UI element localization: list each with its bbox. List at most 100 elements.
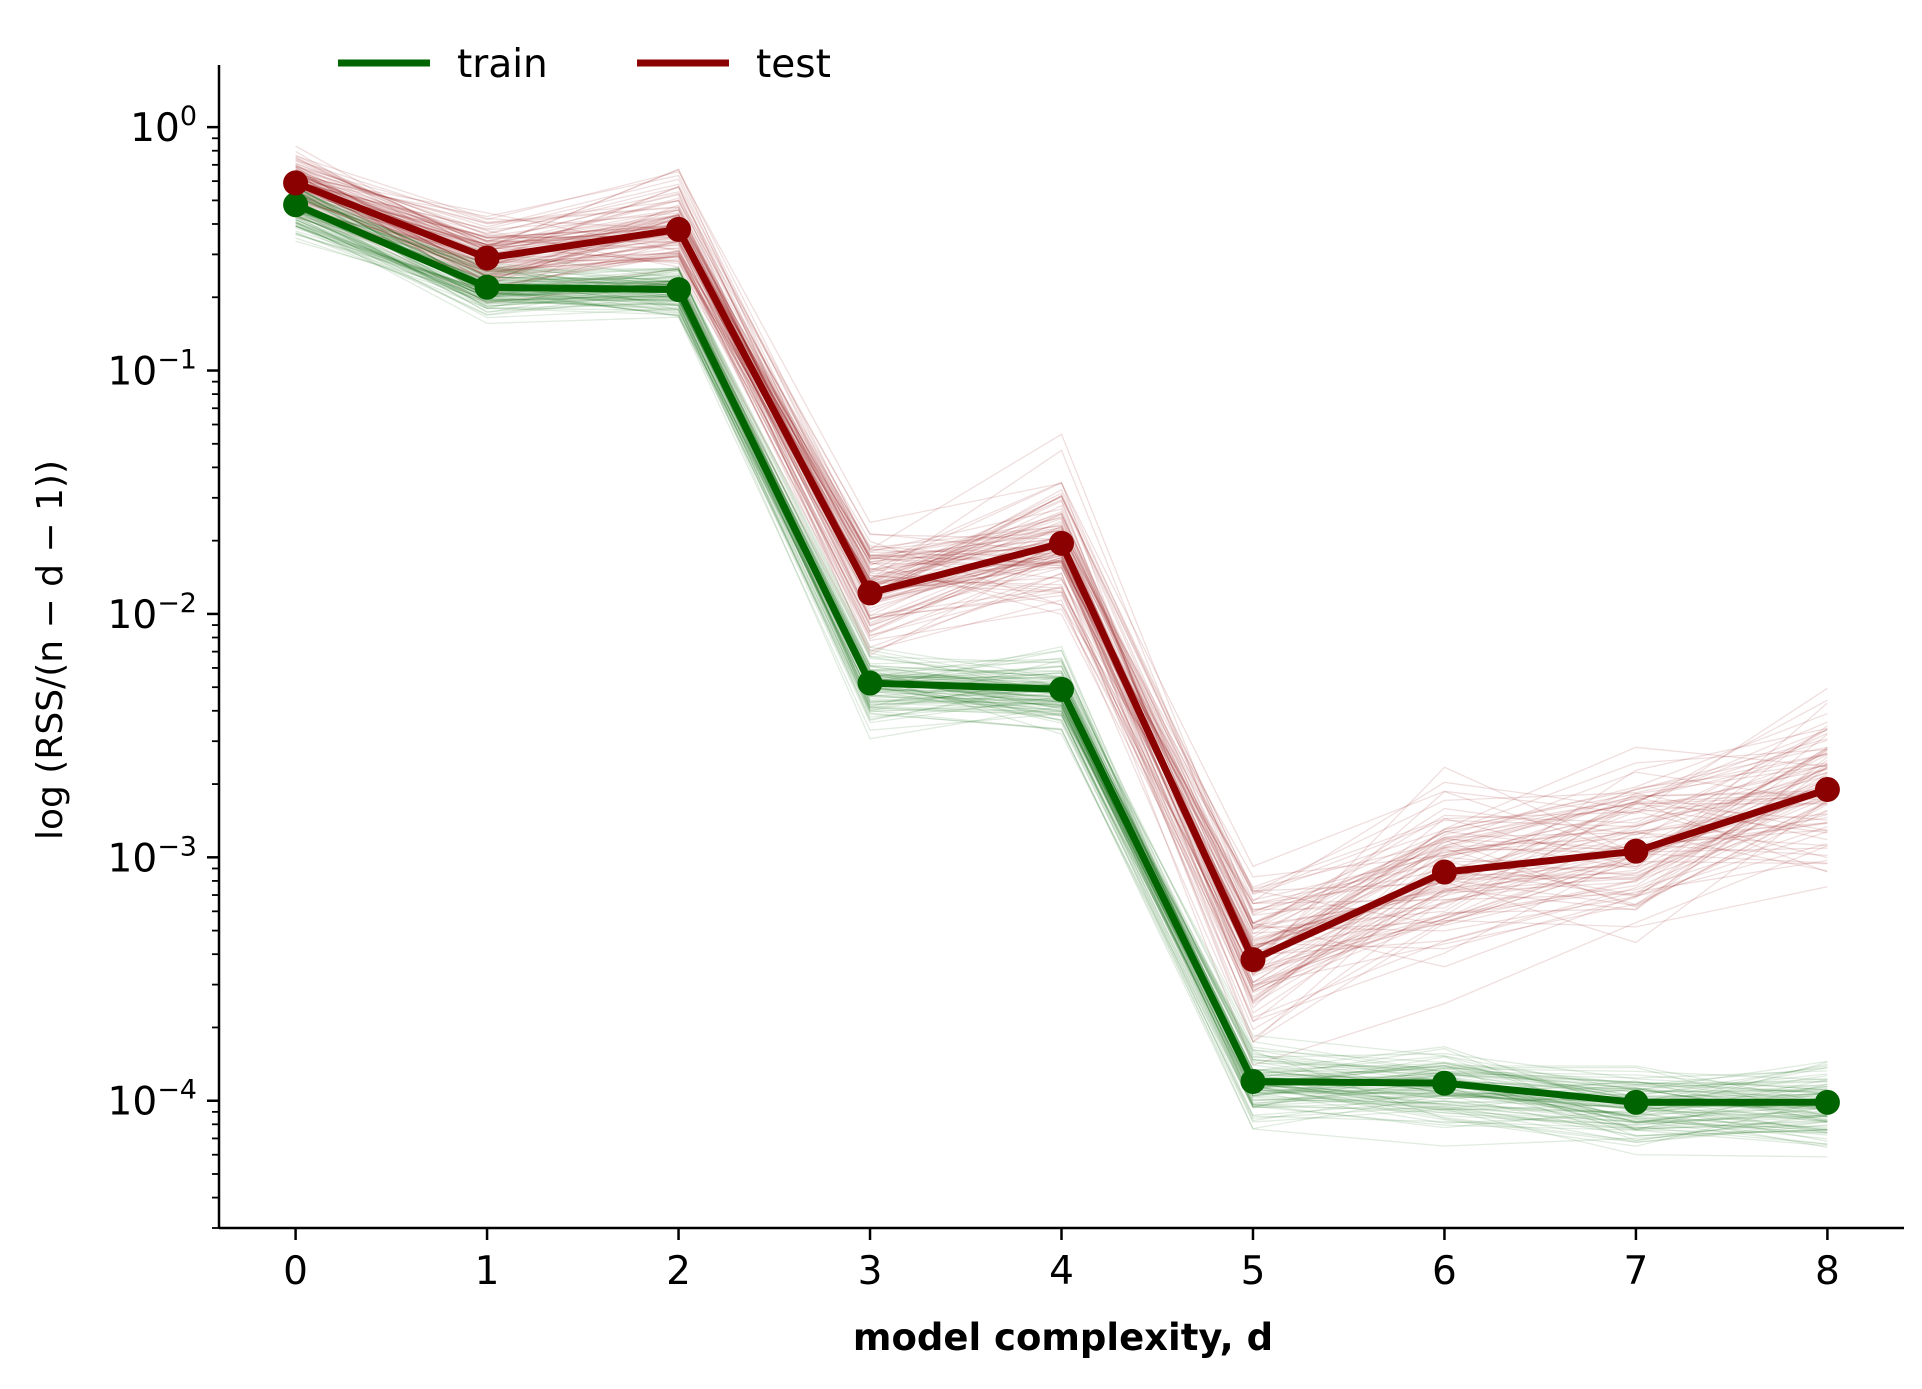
bootstrap-trace-train: [295, 187, 1828, 1110]
bootstrap-trace-train: [295, 214, 1828, 1114]
x-tick-label: 4: [1049, 1249, 1074, 1294]
data-point-test: [1814, 776, 1840, 802]
x-tick-label: 8: [1815, 1249, 1840, 1294]
bootstrap-trace-train: [295, 222, 1828, 1123]
bootstrap-trace-train: [295, 199, 1828, 1109]
bootstrap-trace-train: [295, 196, 1828, 1091]
bootstrap-trace-test: [295, 166, 1828, 929]
data-point-test: [283, 170, 309, 196]
bootstrap-trace-test: [295, 184, 1828, 968]
bootstrap-trace-test: [295, 182, 1828, 916]
legend-label-test: test: [756, 42, 831, 87]
data-point-test: [1049, 530, 1074, 556]
bootstrap-trace-test: [295, 198, 1828, 905]
x-tick-label: 2: [666, 1249, 691, 1294]
bootstrap-trace-test: [295, 172, 1828, 890]
bootstrap-trace-test: [295, 174, 1828, 947]
bootstrap-trace-train: [295, 214, 1828, 1101]
bootstrap-trace-train: [295, 204, 1828, 1093]
bootstrap-trace-train: [295, 219, 1828, 1123]
bootstrap-trace-train: [295, 206, 1828, 1131]
bootstrap-trace-train: [295, 210, 1828, 1119]
bootstrap-trace-train: [295, 208, 1828, 1099]
bootstrap-trace-train: [295, 212, 1828, 1095]
bootstrap-trace-test: [295, 197, 1828, 974]
bootstrap-trace-test: [295, 182, 1828, 930]
bootstrap-trace-train: [295, 209, 1828, 1144]
bootstrap-trace-train: [295, 233, 1828, 1129]
bootstrap-trace-test: [295, 163, 1828, 931]
bootstrap-trace-test: [295, 191, 1828, 948]
data-point-train: [1431, 1070, 1457, 1096]
bootstrap-trace-test: [295, 183, 1828, 962]
bootstrap-trace-test: [295, 168, 1828, 967]
bootstrap-trace-train: [295, 237, 1828, 1147]
data-point-test: [857, 580, 883, 606]
bootstrap-trace-test: [295, 168, 1828, 911]
bootstrap-trace-train: [295, 217, 1828, 1143]
bootstrap-trace-test: [295, 159, 1828, 969]
series-lines: [283, 170, 1840, 1115]
data-point-train: [1049, 676, 1074, 702]
bootstrap-trace-test: [295, 186, 1828, 963]
bootstrap-trace-train: [295, 195, 1828, 1123]
bootstrap-trace-train: [295, 214, 1828, 1134]
bootstrap-trace-test: [295, 174, 1828, 951]
bootstrap-trace-train: [295, 211, 1828, 1115]
data-point-test: [474, 245, 500, 271]
bootstrap-trace-train: [295, 216, 1828, 1106]
data-point-test: [1623, 838, 1649, 864]
bootstrap-trace-test: [295, 174, 1828, 917]
bootstrap-trace-train: [295, 186, 1828, 1094]
bootstrap-trace-train: [295, 191, 1828, 1108]
bootstrap-trace-train: [295, 202, 1828, 1107]
bootstrap-trace-test: [295, 179, 1828, 953]
bootstrap-trace-train: [295, 227, 1828, 1149]
bootstrap-trace-train: [295, 209, 1828, 1122]
bootstrap-trace-train: [295, 189, 1828, 1092]
bootstrap-trace-train: [295, 209, 1828, 1131]
bootstrap-trace-test: [295, 184, 1828, 1005]
legend: train test: [338, 42, 831, 87]
bootstrap-trace-test: [295, 175, 1828, 1043]
bootstrap-trace-test: [295, 179, 1828, 929]
bootstrap-trace-test: [295, 158, 1828, 975]
y-tick-label: 10−1: [108, 345, 197, 395]
bootstrap-trace-test: [295, 214, 1828, 962]
x-tick-label: 7: [1624, 1249, 1649, 1294]
bootstrap-trace-train: [295, 221, 1828, 1145]
data-point-test: [666, 216, 692, 242]
bootstrap-trace-test: [295, 186, 1828, 911]
bootstrap-trace-train: [295, 231, 1828, 1158]
bootstrap-trace-test: [295, 188, 1828, 984]
bootstrap-trace-test: [295, 201, 1828, 1031]
bootstrap-trace-train: [295, 218, 1828, 1131]
bootstrap-trace-train: [295, 214, 1828, 1117]
bootstrap-trace-test: [295, 165, 1828, 942]
bootstrap-trace-test: [295, 165, 1828, 868]
bootstrap-trace-train: [295, 193, 1828, 1098]
bootstrap-trace-test: [295, 160, 1828, 896]
bootstrap-trace-test: [295, 169, 1828, 927]
bootstrap-trace-train: [295, 200, 1828, 1090]
data-point-test: [1240, 947, 1266, 973]
axes: 0 1 2 3 4 5 6 7 8 100 10−1 10−2 10−3 10−4: [108, 65, 1904, 1294]
bootstrap-trace-train: [295, 185, 1828, 1107]
bootstrap-trace-train: [295, 207, 1828, 1138]
bootstrap-trace-train: [295, 210, 1828, 1112]
bootstrap-trace-train: [295, 209, 1828, 1101]
series-line-train: [294, 201, 1828, 1106]
bootstrap-trace-train: [295, 189, 1828, 1091]
x-tick-label: 5: [1241, 1249, 1266, 1294]
bootstrap-trace-train: [295, 195, 1828, 1098]
bootstrap-trace-test: [295, 198, 1828, 991]
bootstrap-trace-train: [295, 221, 1828, 1110]
bootstrap-trace-test: [295, 178, 1828, 924]
y-tick-label: 10−4: [108, 1075, 197, 1125]
bootstrap-trace-train: [295, 211, 1828, 1126]
data-point-train: [283, 192, 309, 218]
x-axis-label: model complexity, d: [853, 1316, 1273, 1359]
legend-label-train: train: [457, 42, 548, 87]
data-point-test: [1431, 859, 1457, 885]
